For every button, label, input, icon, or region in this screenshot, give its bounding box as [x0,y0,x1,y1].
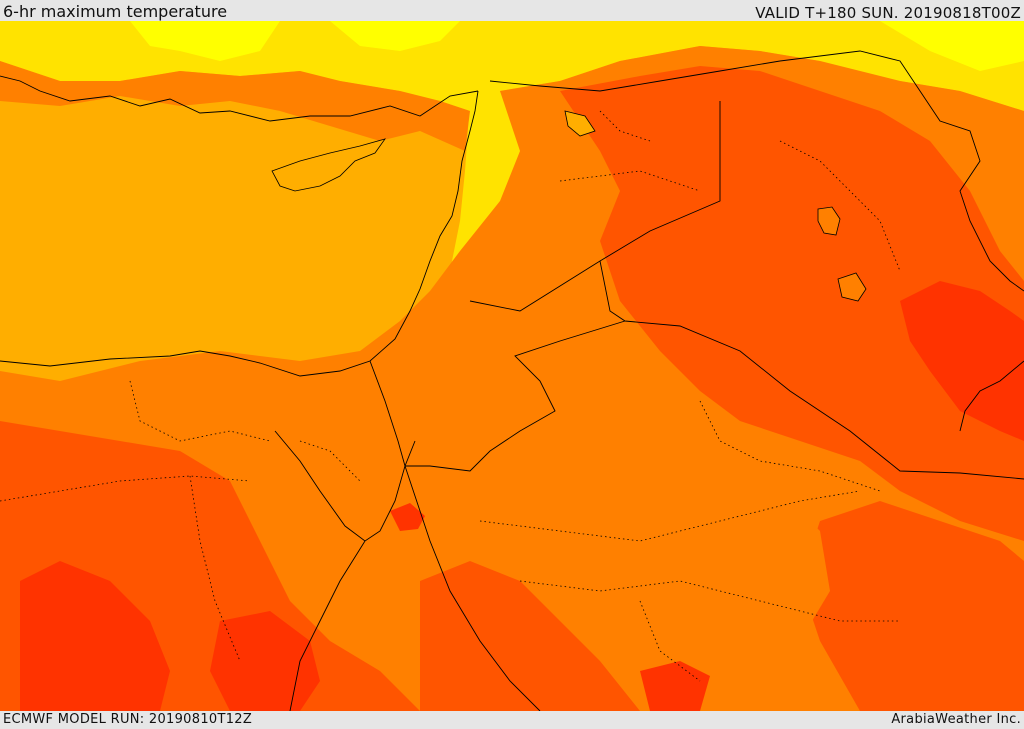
aqaba-red-spot [390,503,425,531]
turkey-south-coastline [0,75,479,122]
border-jordan-saudi [405,320,626,472]
temperature-map [0,21,1024,711]
red-sea-coastline [274,430,541,711]
turkey-bright-patches [130,21,1024,71]
top-bar: 6-hr maximum temperature VALID T+180 SUN… [0,0,1024,22]
mediterranean-coastline [0,90,479,377]
gulf-coastline [959,360,1024,432]
model-run-label: ECMWF MODEL RUN: 20190810T12Z [3,712,253,727]
border-iraq-saudi [599,260,1024,480]
arabia-dark-orange-zone [420,501,1024,711]
jordan-orange-patch [440,291,580,501]
iraq-dark-orange-zone [560,66,1024,541]
sinai-orange-patch [240,371,380,531]
lake-assad [564,110,596,137]
map-title: 6-hr maximum temperature [3,2,228,21]
egypt-red-zone [20,561,320,711]
map-canvas [0,21,1024,711]
border-egypt-israel [369,360,406,467]
border-syria-iraq [469,60,781,312]
saudi-orange-patch [580,451,830,661]
red-sea-coast-red-zone [640,661,710,711]
credit-label: ArabiaWeather Inc. [891,712,1021,727]
bottom-bar: ECMWF MODEL RUN: 20190810T12Z ArabiaWeat… [0,711,1024,729]
southern-iraq-red-zone [900,281,1024,441]
cyprus-island [271,138,386,192]
lake-tharthar [817,206,841,236]
border-iraq-iran [779,50,1024,292]
north-orange-zone [0,61,470,151]
internal-boundaries [0,110,901,682]
valid-time: VALID T+180 SUN. 20190818T00Z [755,4,1021,22]
lake-habbaniyah [837,272,867,302]
